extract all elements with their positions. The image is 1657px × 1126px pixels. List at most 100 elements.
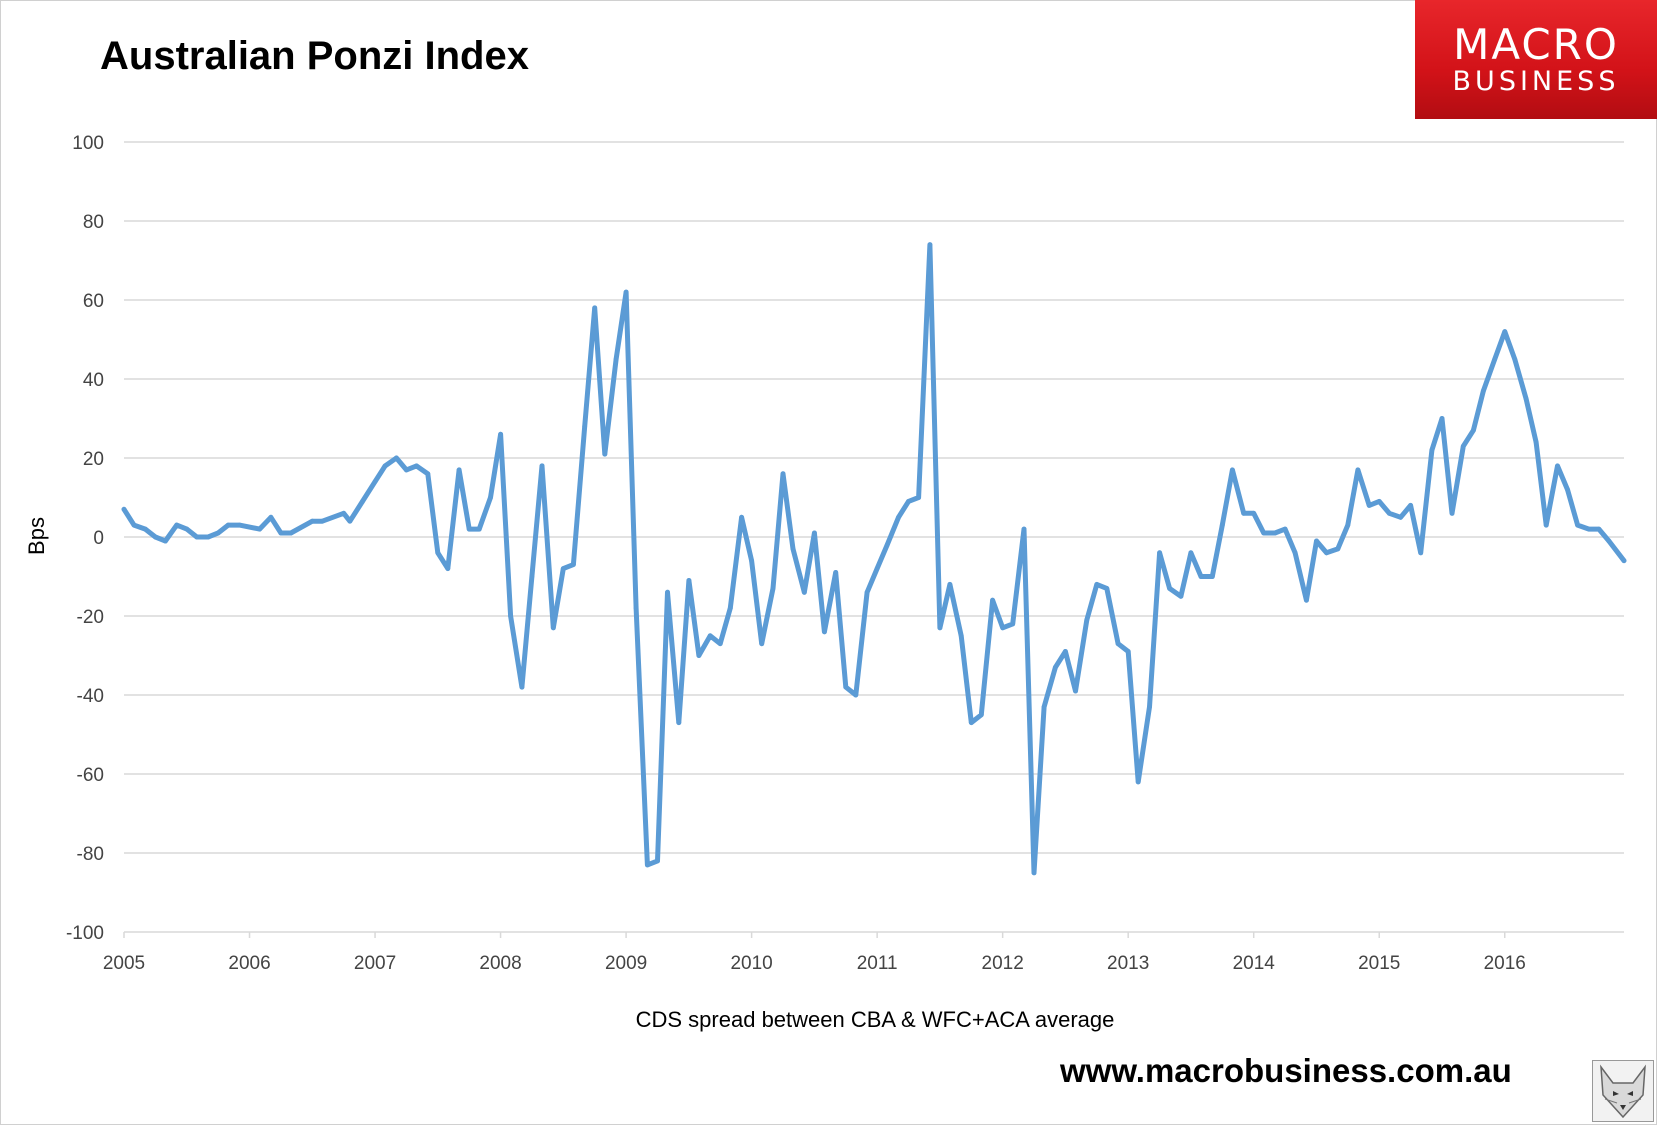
x-tick-label: 2006 xyxy=(228,953,270,974)
data-point xyxy=(205,534,211,540)
data-point xyxy=(990,597,995,603)
data-point xyxy=(853,692,859,698)
data-point xyxy=(645,862,650,868)
data-point xyxy=(833,570,839,575)
data-point xyxy=(1167,586,1172,591)
data-point xyxy=(1104,586,1110,591)
data-point xyxy=(476,526,482,532)
data-point xyxy=(707,633,713,639)
data-point xyxy=(1125,649,1131,654)
data-point xyxy=(1565,487,1570,492)
data-point xyxy=(1188,550,1194,556)
data-point xyxy=(319,518,325,524)
data-point xyxy=(1366,503,1372,508)
data-point xyxy=(1621,558,1627,564)
data-point xyxy=(592,305,598,311)
wolf-mascot-icon xyxy=(1592,1060,1654,1122)
data-point xyxy=(1596,526,1602,532)
data-point xyxy=(958,633,964,639)
x-tick-label: 2007 xyxy=(354,953,396,974)
data-point xyxy=(613,356,619,362)
data-point xyxy=(360,499,365,504)
data-point xyxy=(1135,779,1141,785)
data-point xyxy=(153,534,158,540)
y-tick-label: 20 xyxy=(83,449,104,470)
data-point xyxy=(947,582,953,587)
data-point xyxy=(655,858,660,864)
data-point xyxy=(529,574,535,579)
data-point xyxy=(1292,550,1298,556)
x-tick-label: 2008 xyxy=(479,953,521,974)
data-point xyxy=(1555,463,1560,469)
data-point xyxy=(1241,510,1247,516)
x-tick-label: 2013 xyxy=(1107,953,1149,974)
data-point xyxy=(1471,427,1476,433)
logo-line-macro: MACRO xyxy=(1453,20,1619,69)
data-point xyxy=(1094,582,1100,587)
data-point xyxy=(665,589,670,595)
data-point xyxy=(163,538,168,544)
data-point xyxy=(508,613,513,619)
data-point xyxy=(435,550,441,556)
data-point xyxy=(1502,329,1508,334)
data-point xyxy=(822,629,827,635)
x-axis-title: CDS spread between CBA & WFC+ACA average xyxy=(636,1007,1115,1032)
x-tick-label: 2015 xyxy=(1358,953,1400,974)
data-point xyxy=(1398,514,1403,520)
data-point xyxy=(1460,443,1466,449)
data-point xyxy=(1230,467,1235,473)
data-point xyxy=(1010,621,1016,627)
data-point xyxy=(1073,688,1078,694)
data-point xyxy=(278,530,284,536)
data-point xyxy=(560,566,566,571)
data-point xyxy=(347,518,353,524)
data-point xyxy=(184,526,190,532)
data-point xyxy=(1314,538,1319,544)
y-tick-label: -80 xyxy=(77,844,104,865)
data-point xyxy=(759,641,765,647)
x-axis-ticks: 2005 2006 2007 2008 2009 2010 2011 2012 2013 2014… xyxy=(103,932,1526,974)
data-point xyxy=(864,589,870,595)
data-point xyxy=(623,289,629,295)
data-point xyxy=(414,463,419,469)
data-point xyxy=(488,495,493,500)
data-point xyxy=(142,526,148,532)
data-point xyxy=(801,589,807,595)
data-point xyxy=(1481,388,1486,394)
data-point xyxy=(1157,550,1162,556)
data-point xyxy=(1000,625,1006,631)
y-tick-label: 0 xyxy=(93,528,104,549)
data-point xyxy=(968,720,974,725)
y-tick-label: -100 xyxy=(66,923,104,944)
data-point xyxy=(739,514,744,520)
data-point xyxy=(571,562,576,567)
data-point xyxy=(696,653,702,658)
data-point xyxy=(916,495,921,500)
data-point xyxy=(425,471,431,477)
data-point xyxy=(749,558,754,564)
data-point xyxy=(1178,593,1184,599)
data-point xyxy=(1209,574,1215,579)
data-point xyxy=(937,625,943,631)
x-tick-label: 2010 xyxy=(730,953,772,974)
data-point xyxy=(1335,546,1341,552)
x-tick-label: 2014 xyxy=(1233,953,1276,974)
data-point xyxy=(1523,396,1529,402)
data-point xyxy=(602,451,608,457)
data-point xyxy=(1219,522,1225,528)
data-point xyxy=(237,522,242,528)
y-tick-label: 100 xyxy=(72,133,104,154)
data-point xyxy=(1198,574,1204,579)
macro-business-logo: MACRO BUSINESS xyxy=(1415,0,1657,119)
data-point xyxy=(906,499,911,504)
x-tick-label: 2011 xyxy=(857,953,898,974)
y-tick-label: 80 xyxy=(83,212,104,233)
y-tick-label: -40 xyxy=(77,686,104,707)
series-line xyxy=(121,242,1627,876)
data-point xyxy=(1041,704,1047,710)
data-point xyxy=(676,720,682,725)
data-point xyxy=(404,467,409,473)
y-tick-label: 60 xyxy=(83,291,104,312)
gridlines xyxy=(124,141,1624,933)
